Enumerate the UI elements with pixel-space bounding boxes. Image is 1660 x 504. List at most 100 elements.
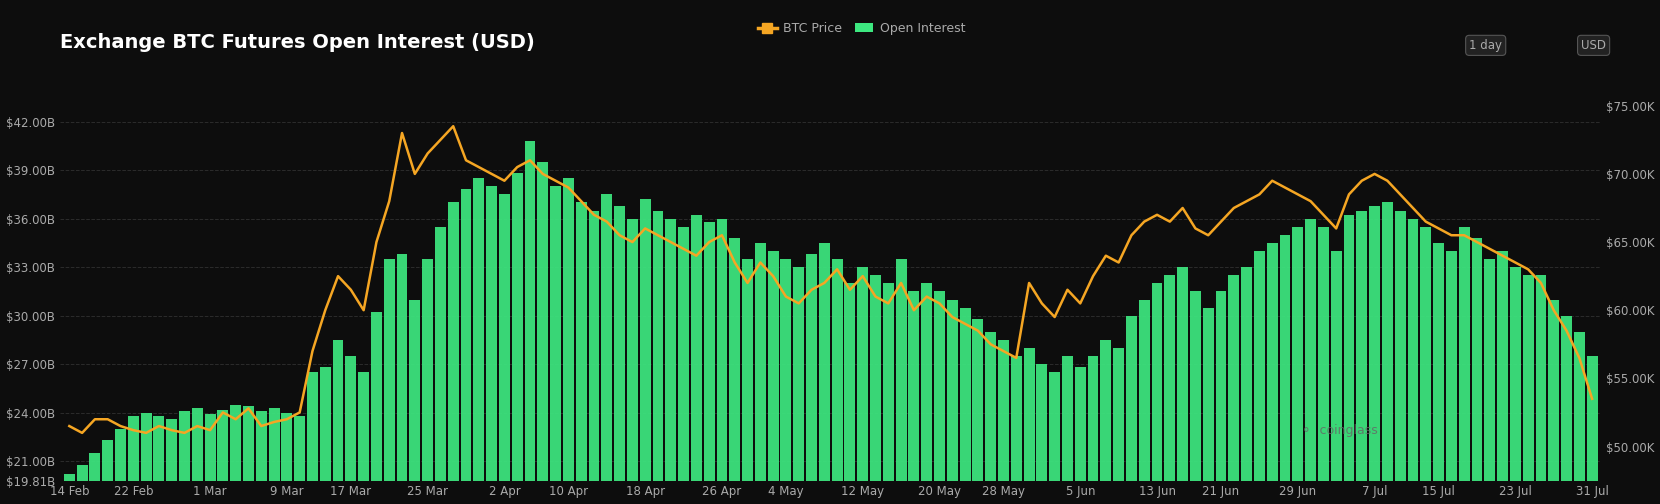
Bar <box>935 291 945 504</box>
Text: Exchange BTC Futures Open Interest (USD): Exchange BTC Futures Open Interest (USD) <box>60 33 535 52</box>
Bar <box>1497 251 1507 504</box>
Bar <box>486 186 496 504</box>
Bar <box>1522 275 1534 504</box>
Bar <box>818 243 830 504</box>
Bar <box>627 219 637 504</box>
Bar <box>1421 227 1431 504</box>
Bar <box>1049 372 1061 504</box>
Bar <box>870 275 881 504</box>
Bar <box>422 259 433 504</box>
Bar <box>1204 307 1213 504</box>
Bar <box>500 195 510 504</box>
Bar <box>780 259 792 504</box>
Bar <box>193 408 203 504</box>
Bar <box>1062 356 1072 504</box>
Bar <box>1471 238 1482 504</box>
Bar <box>755 243 765 504</box>
Bar <box>90 453 100 504</box>
Bar <box>1356 211 1368 504</box>
Bar <box>639 199 651 504</box>
Bar <box>370 312 382 504</box>
Bar <box>460 190 471 504</box>
Bar <box>1087 356 1099 504</box>
Bar <box>679 227 689 504</box>
Bar <box>1574 332 1585 504</box>
Bar <box>998 340 1009 504</box>
Bar <box>242 406 254 504</box>
Bar <box>601 195 613 504</box>
Bar <box>397 254 407 504</box>
Bar <box>345 356 357 504</box>
Bar <box>1253 251 1265 504</box>
Bar <box>1343 215 1355 504</box>
Bar <box>1074 367 1086 504</box>
Bar <box>1536 275 1547 504</box>
Bar <box>986 332 996 504</box>
Bar <box>1331 251 1341 504</box>
Bar <box>704 222 714 504</box>
Bar <box>269 408 279 504</box>
Bar <box>166 419 178 504</box>
Bar <box>1484 259 1496 504</box>
Bar <box>1511 267 1521 504</box>
Bar <box>1190 291 1200 504</box>
Bar <box>908 291 920 504</box>
Bar <box>1114 348 1124 504</box>
Bar <box>576 203 586 504</box>
Bar <box>179 411 189 504</box>
Bar <box>359 372 369 504</box>
Bar <box>1433 243 1444 504</box>
Bar <box>793 267 803 504</box>
Bar <box>1370 206 1379 504</box>
Bar <box>717 219 727 504</box>
Bar <box>729 238 740 504</box>
Bar <box>1394 211 1406 504</box>
Bar <box>115 429 126 504</box>
Text: USD: USD <box>1580 39 1607 52</box>
Bar <box>1267 243 1278 504</box>
Bar <box>921 283 933 504</box>
Bar <box>767 251 779 504</box>
Bar <box>946 299 958 504</box>
Bar <box>410 299 420 504</box>
Bar <box>896 259 906 504</box>
Bar <box>103 440 113 504</box>
Bar <box>204 414 216 504</box>
Bar <box>1215 291 1227 504</box>
Bar <box>294 416 305 504</box>
Bar <box>845 283 855 504</box>
Bar <box>307 372 319 504</box>
Bar <box>807 254 817 504</box>
Bar <box>589 211 599 504</box>
Bar <box>383 259 395 504</box>
Bar <box>1459 227 1469 504</box>
Bar <box>742 259 754 504</box>
Bar <box>1152 283 1162 504</box>
Bar <box>1446 251 1457 504</box>
Bar <box>1228 275 1240 504</box>
Bar <box>1139 299 1150 504</box>
Legend: BTC Price, Open Interest: BTC Price, Open Interest <box>754 17 969 40</box>
Bar <box>1101 340 1111 504</box>
Bar <box>538 162 548 504</box>
Bar <box>883 283 893 504</box>
Bar <box>563 178 574 504</box>
Text: 1 day: 1 day <box>1469 39 1502 52</box>
Bar <box>1381 203 1393 504</box>
Bar <box>1177 267 1189 504</box>
Bar <box>1036 364 1047 504</box>
Bar <box>332 340 344 504</box>
Bar <box>614 206 626 504</box>
Bar <box>435 227 447 504</box>
Bar <box>1318 227 1330 504</box>
Bar <box>1305 219 1316 504</box>
Bar <box>473 178 485 504</box>
Bar <box>1125 316 1137 504</box>
Bar <box>1011 356 1021 504</box>
Bar <box>1024 348 1034 504</box>
Bar <box>1164 275 1175 504</box>
Bar <box>652 211 664 504</box>
Bar <box>857 267 868 504</box>
Bar <box>63 474 75 504</box>
Bar <box>1560 316 1572 504</box>
